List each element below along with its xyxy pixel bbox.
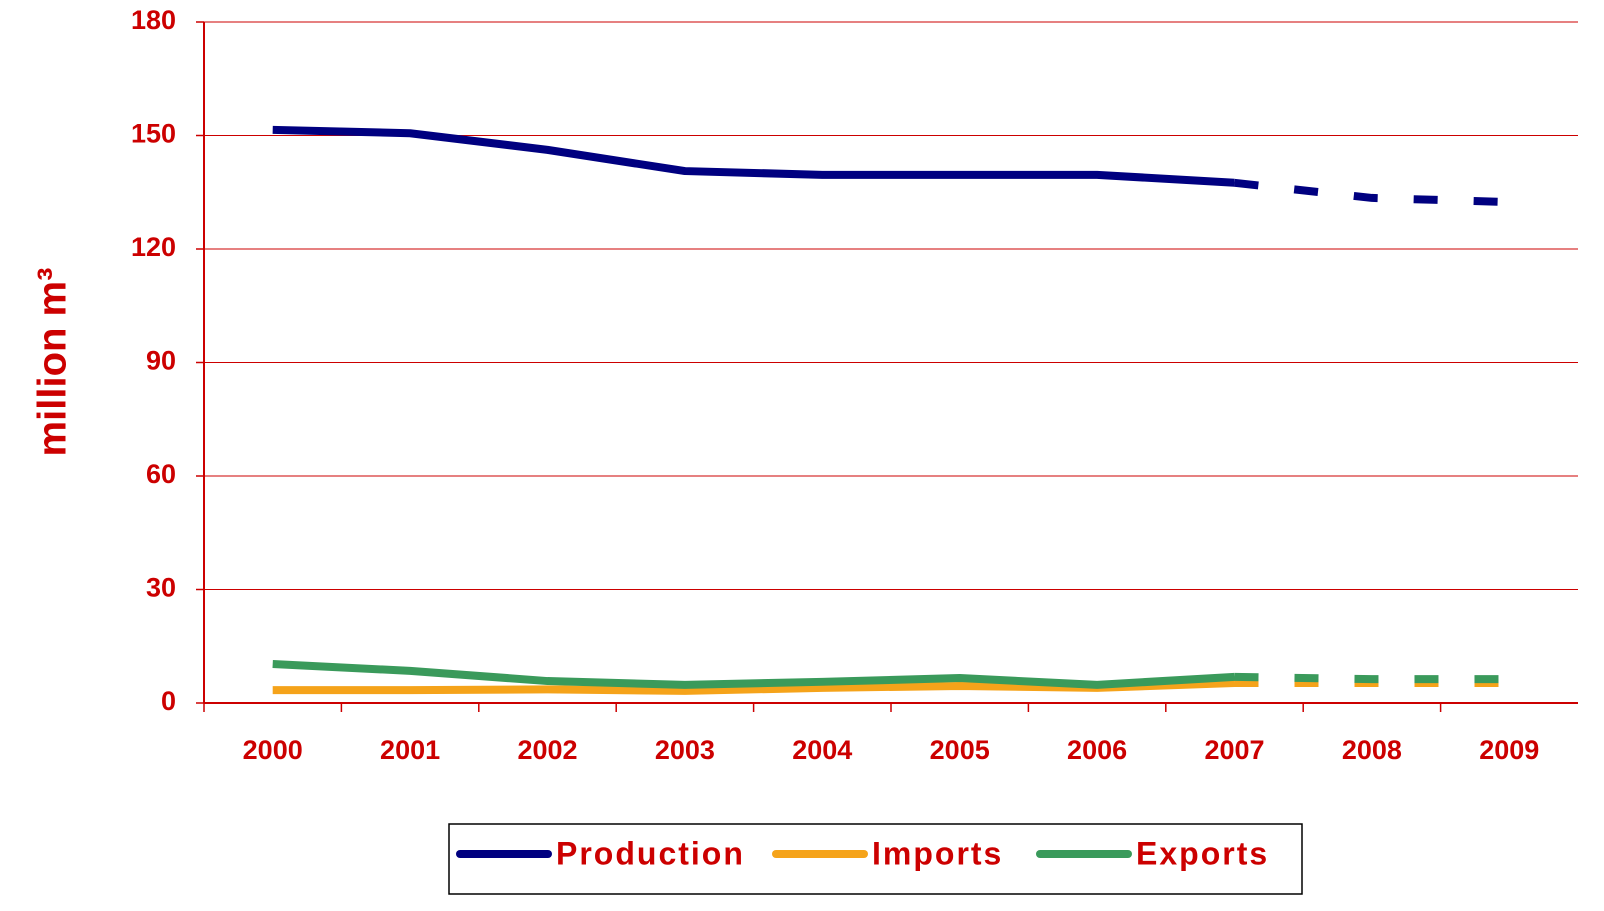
y-tick-label: 180 — [131, 5, 176, 35]
series-line — [272, 660, 1235, 689]
x-tick-label: 2001 — [380, 735, 440, 765]
x-tick-label: 2008 — [1342, 735, 1402, 765]
legend-label: Production — [556, 835, 745, 871]
x-tick-label: 2002 — [517, 735, 577, 765]
legend-box — [448, 823, 1303, 895]
x-tick-label: 2005 — [930, 735, 990, 765]
x-tick-label: 2000 — [243, 735, 303, 765]
x-tick-label: 2009 — [1479, 735, 1539, 765]
y-tick-label: 120 — [131, 232, 176, 262]
series-line-forecast — [1234, 178, 1510, 207]
x-tick-label: 2003 — [655, 735, 715, 765]
y-axis-label: million m³ — [31, 268, 75, 457]
y-tick-label: 30 — [146, 573, 176, 603]
y-tick-label: 90 — [146, 346, 176, 376]
y-tick-label: 0 — [161, 686, 176, 716]
x-tick-label: 2004 — [792, 735, 852, 765]
legend-label: Imports — [872, 835, 1003, 871]
x-tick-label: 2006 — [1067, 735, 1127, 765]
series-line — [272, 125, 1235, 187]
x-tick-label: 2007 — [1204, 735, 1264, 765]
series-line-forecast — [1234, 672, 1510, 684]
y-tick-label: 150 — [131, 119, 176, 149]
legend-label: Exports — [1136, 835, 1269, 871]
y-tick-label: 60 — [146, 459, 176, 489]
